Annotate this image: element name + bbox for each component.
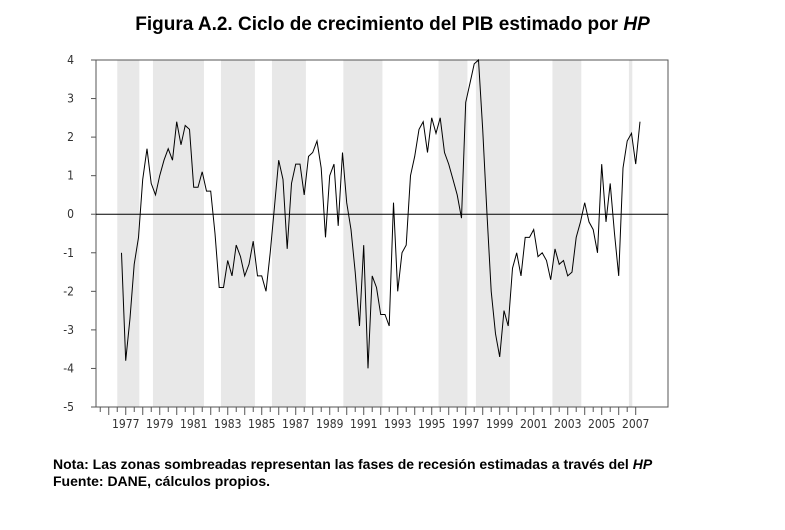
y-tick-label: -4	[63, 361, 74, 375]
y-tick-label: 4	[67, 53, 74, 67]
x-tick-label: 1987	[282, 417, 309, 431]
chart: 4 3 2 1 0 -1 -2 -3 -4 -5 1977 1979 1981 1983 1985 1987…	[63, 53, 669, 431]
title-text: Figura A.2. Ciclo de crecimiento del PIB…	[135, 14, 624, 35]
x-tick-label: 1991	[350, 417, 377, 431]
y-tick-label: -3	[63, 323, 74, 337]
y-tick-label: 0	[67, 207, 74, 221]
recession-band	[220, 60, 255, 407]
x-tick-label: 2003	[554, 417, 581, 431]
x-tick-label: 2005	[588, 417, 615, 431]
y-tick-label: -5	[63, 400, 74, 414]
note-prefix: Nota: Las zonas sombreadas representan l…	[53, 456, 633, 472]
series-line-pib-cycle	[121, 58, 641, 369]
note-italic: HP	[632, 456, 653, 472]
recession-band	[152, 60, 204, 407]
x-tick-label: 1985	[248, 417, 275, 431]
source-text: Fuente: DANE, cálculos propios.	[53, 473, 271, 489]
x-tick-label: 1981	[180, 417, 207, 431]
x-axis: 1977 1979 1981 1983 1985 1987 1989 1991 1993 1995…	[99, 407, 649, 431]
recession-band	[117, 60, 140, 407]
y-tick-label: 2	[67, 130, 74, 144]
plot-frame	[95, 59, 669, 408]
x-tick-label: 1993	[384, 417, 411, 431]
y-tick-label: -1	[63, 246, 74, 260]
x-tick-label: 1989	[316, 417, 344, 431]
recession-band	[438, 60, 468, 407]
x-tick-label: 2001	[520, 417, 547, 431]
recession-bands	[117, 60, 633, 407]
y-axis: 4 3 2 1 0 -1 -2 -3 -4 -5	[63, 53, 96, 414]
y-tick-label: 3	[67, 92, 74, 106]
x-tick-label: 1983	[214, 417, 241, 431]
title-italic-text: HP	[623, 14, 650, 35]
x-tick-label: 1997	[452, 417, 479, 431]
recession-band	[552, 60, 582, 407]
recession-band	[475, 60, 510, 407]
x-tick-label: 1977	[112, 417, 139, 431]
chart-title: Figura A.2. Ciclo de crecimiento del PIB…	[0, 14, 785, 36]
y-tick-label: 1	[67, 169, 74, 183]
recession-band	[271, 60, 306, 407]
recession-band	[343, 60, 383, 407]
x-tick-label: 2007	[622, 417, 649, 431]
y-tick-label: -2	[63, 284, 74, 298]
recession-band	[628, 60, 633, 407]
x-tick-label: 1979	[146, 417, 174, 431]
note-text: Nota: Las zonas sombreadas representan l…	[53, 456, 652, 472]
x-tick-label: 1999	[486, 417, 514, 431]
x-tick-label: 1995	[418, 417, 445, 431]
